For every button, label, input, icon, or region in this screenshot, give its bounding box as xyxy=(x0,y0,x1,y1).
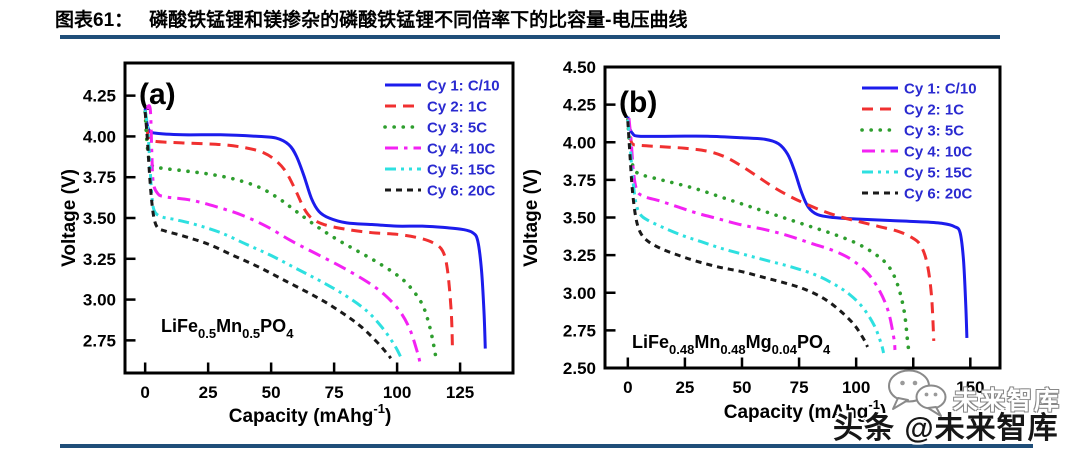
plot-border xyxy=(603,65,1002,370)
y-tick-label: 4.50 xyxy=(563,58,596,77)
legend-label: Cy 6: 20C xyxy=(427,183,496,200)
chart-panel-a: 0 25 50 75 100 125 4.25 4.00 3.75 3.50 3.25 3.00 2.7… xyxy=(55,50,520,455)
x-axis-title: Capacity (mAhg-1) xyxy=(724,397,887,423)
figure-header: 图表61： 磷酸铁锰锂和镁掺杂的磷酸铁锰锂不同倍率下的比容量-电压曲线 xyxy=(55,5,687,32)
series-line-4 xyxy=(627,118,897,351)
series-line-6 xyxy=(626,121,869,348)
legend-label: Cy 3: 5C xyxy=(427,120,487,137)
series-line-1 xyxy=(143,108,487,349)
y-tick-label: 3.50 xyxy=(563,209,596,228)
series-line-1 xyxy=(626,116,969,338)
chart-panel-b: 02550751001251504.504.254.003.753.503.25… xyxy=(520,50,1080,455)
footer-rule xyxy=(60,444,1033,448)
figure-title: 磷酸铁锰锂和镁掺杂的磷酸铁锰锂不同倍率下的比容量-电压曲线 xyxy=(149,10,688,31)
series-line-3 xyxy=(626,117,911,352)
legend-label: Cy 1: C/10 xyxy=(427,78,500,95)
x-tick-label: 100 xyxy=(842,378,870,397)
y-tick-label: 4.25 xyxy=(83,87,116,106)
series-line-5 xyxy=(626,119,886,354)
y-tick-label: 3.50 xyxy=(83,209,116,228)
x-tick-label: 25 xyxy=(199,383,218,402)
x-axis-title: Capacity (mAhg-1) xyxy=(229,401,392,427)
series-line-3 xyxy=(143,110,438,364)
y-tick-label: 4.25 xyxy=(563,96,596,115)
y-tick-label: 3.75 xyxy=(563,171,596,190)
material-formula: LiFe0.48Mn0.48Mg0.04PO4 xyxy=(632,332,831,357)
chart-a-svg: 0 25 50 75 100 125 4.25 4.00 3.75 3.50 3.25 3.00 2.7… xyxy=(59,61,515,427)
y-axis-title: Voltage (V) xyxy=(59,169,80,267)
x-tick-label: 25 xyxy=(675,378,694,397)
legend-label: Cy 4: 10C xyxy=(904,144,973,161)
y-tick-label: 3.00 xyxy=(563,284,596,303)
watermark-brand-text: 未来智库 xyxy=(953,387,1062,415)
legend-label: Cy 6: 20C xyxy=(904,186,973,203)
x-tick-label: 50 xyxy=(262,383,281,402)
x-tick-label: 150 xyxy=(956,378,984,397)
series-line-4 xyxy=(144,104,422,362)
y-tick-label: 2.75 xyxy=(563,321,596,340)
y-tick-label: 2.75 xyxy=(83,331,116,350)
legend-label: Cy 1: C/10 xyxy=(904,81,977,98)
y-tick-label: 3.25 xyxy=(83,250,116,269)
y-tick-label: 4.00 xyxy=(563,133,596,152)
y-tick-label: 3.75 xyxy=(83,168,116,187)
legend-label: Cy 5: 15C xyxy=(904,165,973,182)
chart-b-svg: 02550751001251504.504.254.003.753.503.25… xyxy=(521,58,1002,423)
wechat-chat-bubbles-icon xyxy=(888,369,947,417)
x-tick-label: 50 xyxy=(733,378,752,397)
y-tick-label: 3.00 xyxy=(83,291,116,310)
legend-label: Cy 5: 15C xyxy=(427,162,496,179)
x-tick-label: 0 xyxy=(140,383,149,402)
x-tick-label: 75 xyxy=(790,378,809,397)
figure-label: 图表61： xyxy=(55,10,134,31)
legend-label: Cy 3: 5C xyxy=(904,123,964,140)
x-tick-label: 100 xyxy=(383,383,411,402)
legend-label: Cy 2: 1C xyxy=(427,99,487,116)
panel-tag: (b) xyxy=(619,86,657,119)
legend-label: Cy 2: 1C xyxy=(904,102,964,119)
x-tick-label: 0 xyxy=(623,378,632,397)
watermark-handle-text: 头条 @未来智库 xyxy=(833,412,1059,445)
panel-tag: (a) xyxy=(139,78,176,111)
legend-label: Cy 4: 10C xyxy=(427,141,496,158)
x-tick-label: 75 xyxy=(325,383,344,402)
x-tick-label: 125 xyxy=(446,383,474,402)
y-axis-title: Voltage (V) xyxy=(521,169,542,267)
y-tick-label: 3.25 xyxy=(563,246,596,265)
y-tick-label: 2.50 xyxy=(563,359,596,378)
header-rule xyxy=(60,35,1000,39)
series-line-2 xyxy=(626,118,936,341)
y-tick-label: 4.00 xyxy=(83,127,116,146)
series-line-2 xyxy=(143,110,455,352)
plot-border xyxy=(123,61,515,375)
series-line-6 xyxy=(143,111,393,360)
material-formula: LiFe0.5Mn0.5PO4 xyxy=(161,316,294,341)
